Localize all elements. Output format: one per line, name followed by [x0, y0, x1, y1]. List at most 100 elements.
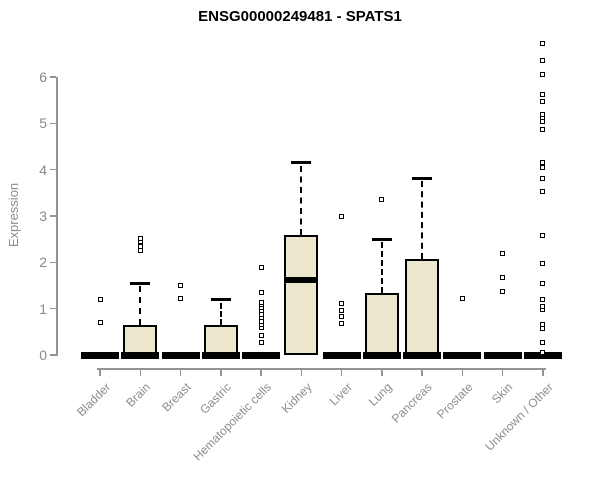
x-category-label-kidney: Kidney	[278, 380, 315, 416]
collapsed-box-skin	[483, 351, 522, 359]
box-kidney	[284, 235, 319, 355]
outlier-point-unknown-other	[540, 92, 546, 98]
x-tick	[300, 368, 303, 376]
whisker-cap-gastric	[210, 298, 231, 302]
outlier-point-unknown-other	[540, 160, 546, 166]
outlier-point-unknown-other	[540, 176, 546, 182]
y-tick-label: 2	[39, 254, 47, 271]
outlier-point-unknown-other	[540, 41, 546, 47]
whisker-cap-brain	[130, 281, 151, 285]
outlier-point-unknown-other	[540, 280, 546, 286]
outlier-point-unknown-other	[540, 99, 546, 105]
median-line-pancreas	[403, 351, 442, 359]
collapsed-box-hematopoietic-cells	[242, 351, 281, 359]
outlier-point-unknown-other	[540, 189, 546, 195]
y-tick	[50, 307, 56, 310]
x-category-label-hematopoietic-cells: Hematopoietic cells	[190, 380, 274, 464]
outlier-point-unknown-other	[540, 350, 546, 356]
x-tick	[179, 368, 182, 376]
x-category-label-breast: Breast	[159, 380, 194, 415]
outlier-point-bladder	[97, 297, 103, 303]
x-tick	[421, 368, 423, 376]
x-category-label-pancreas: Pancreas	[389, 380, 436, 426]
outlier-point-hematopoietic-cells	[258, 299, 264, 305]
box-lung	[364, 293, 399, 355]
y-tick-label: 1	[39, 300, 47, 317]
outlier-point-hematopoietic-cells	[258, 332, 264, 338]
outlier-point-unknown-other	[540, 71, 546, 77]
x-tick	[542, 368, 544, 376]
outlier-point-prostate	[459, 295, 465, 301]
outlier-point-skin	[500, 250, 506, 256]
outlier-point-bladder	[97, 319, 103, 325]
outlier-point-unknown-other	[540, 232, 546, 238]
x-category-label-liver: Liver	[326, 380, 355, 409]
x-category-label-prostate: Prostate	[433, 380, 476, 422]
y-tick-label: 5	[39, 115, 47, 132]
x-tick	[99, 368, 101, 376]
collapsed-box-bladder	[81, 351, 119, 359]
x-category-label-gastric: Gastric	[196, 380, 234, 417]
y-tick	[50, 354, 56, 356]
outlier-point-unknown-other	[540, 304, 546, 310]
y-tick-label: 4	[39, 161, 47, 178]
y-tick-label: 3	[39, 208, 47, 224]
y-tick	[50, 215, 56, 217]
collapsed-box-liver	[322, 351, 361, 359]
chart-title: ENSG00000249481 - SPATS1	[198, 8, 402, 25]
collapsed-box-prostate	[443, 351, 482, 359]
x-category-label-skin: Skin	[489, 380, 516, 407]
box-pancreas	[405, 258, 440, 355]
whisker-pancreas	[421, 181, 424, 259]
outlier-point-unknown-other	[540, 339, 546, 345]
outlier-point-hematopoietic-cells	[258, 339, 264, 345]
outlier-point-unknown-other	[540, 297, 546, 303]
outlier-point-unknown-other	[540, 322, 546, 328]
y-tick	[50, 76, 56, 78]
outlier-point-liver	[339, 320, 345, 326]
x-tick	[220, 368, 222, 376]
median-line-lung	[362, 351, 401, 359]
whisker-lung	[380, 242, 383, 294]
y-tick	[50, 261, 56, 264]
whisker-gastric	[219, 302, 222, 325]
whisker-kidney	[300, 165, 303, 235]
median-line-kidney	[284, 276, 319, 283]
whisker-cap-kidney	[291, 161, 312, 165]
whisker-brain	[139, 286, 142, 325]
y-tick-label: 0	[39, 347, 47, 363]
x-tick	[381, 368, 383, 376]
outlier-point-liver	[339, 300, 345, 306]
outlier-point-liver	[339, 213, 345, 219]
x-axis-line	[97, 368, 546, 370]
y-tick-label: 6	[39, 69, 47, 86]
outlier-point-brain	[137, 248, 143, 254]
outlier-point-unknown-other	[540, 111, 546, 117]
outlier-point-lung	[379, 197, 385, 203]
x-tick	[340, 368, 343, 376]
outlier-point-brain	[137, 243, 143, 249]
collapsed-box-breast	[161, 351, 200, 359]
outlier-point-hematopoietic-cells	[258, 290, 264, 296]
outlier-point-skin	[500, 288, 506, 294]
box-gastric	[203, 324, 238, 355]
box-brain	[123, 324, 158, 355]
x-tick	[461, 368, 464, 376]
x-category-label-bladder: Bladder	[73, 380, 113, 420]
whisker-cap-pancreas	[412, 176, 433, 180]
outlier-point-brain	[137, 235, 143, 241]
x-tick	[501, 368, 504, 376]
outlier-point-unknown-other	[540, 127, 546, 133]
y-tick	[50, 122, 56, 125]
median-line-gastric	[201, 351, 240, 359]
x-category-label-lung: Lung	[365, 380, 395, 409]
outlier-point-breast	[178, 295, 184, 301]
x-tick	[139, 368, 142, 376]
y-tick	[50, 168, 56, 171]
outlier-point-unknown-other	[540, 165, 546, 171]
median-line-brain	[121, 351, 160, 359]
outlier-point-liver	[339, 313, 345, 319]
outlier-point-unknown-other	[540, 57, 546, 63]
